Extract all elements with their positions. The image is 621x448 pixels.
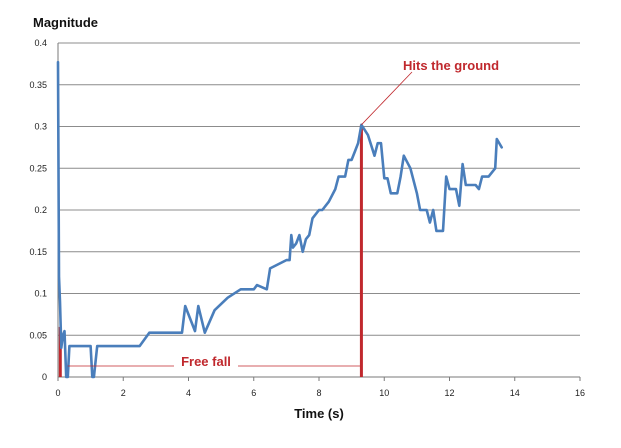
x-tick-label: 2	[121, 388, 126, 398]
y-tick-label: 0.4	[34, 38, 47, 48]
x-tick-label: 4	[186, 388, 191, 398]
y-tick-label: 0	[42, 372, 47, 382]
x-tick-label: 10	[379, 388, 389, 398]
x-tick-label: 14	[510, 388, 520, 398]
y-tick-label: 0.1	[34, 289, 47, 299]
y-axis-title: Magnitude	[33, 15, 98, 30]
tick-labels: 0 0.05 0.1 0.15 0.2 0.25 0.3 0.35 0.4 0 2 4 6 8 10 12 14…	[29, 38, 585, 398]
y-tick-label: 0.15	[29, 247, 47, 257]
y-tick-label: 0.25	[29, 163, 47, 173]
x-tick-label: 0	[55, 388, 60, 398]
y-tick-label: 0.2	[34, 205, 47, 215]
x-axis-title: Time (s)	[294, 406, 344, 421]
x-tick-label: 16	[575, 388, 585, 398]
y-tick-label: 0.35	[29, 80, 47, 90]
hits-ground-label: Hits the ground	[403, 58, 499, 73]
hits-ground-leader-line	[361, 71, 413, 126]
annotations: Hits the ground Free fall	[67, 58, 499, 369]
x-tick-label: 12	[444, 388, 454, 398]
y-tick-label: 0.05	[29, 330, 47, 340]
event-markers	[58, 124, 363, 377]
free-fall-label: Free fall	[181, 354, 231, 369]
grid-layer	[58, 42, 580, 336]
series-layer	[56, 60, 504, 379]
y-tick-label: 0.3	[34, 122, 47, 132]
x-tick-label: 8	[316, 388, 321, 398]
x-tick-label: 6	[251, 388, 256, 398]
magnitude-series-line	[56, 60, 504, 379]
